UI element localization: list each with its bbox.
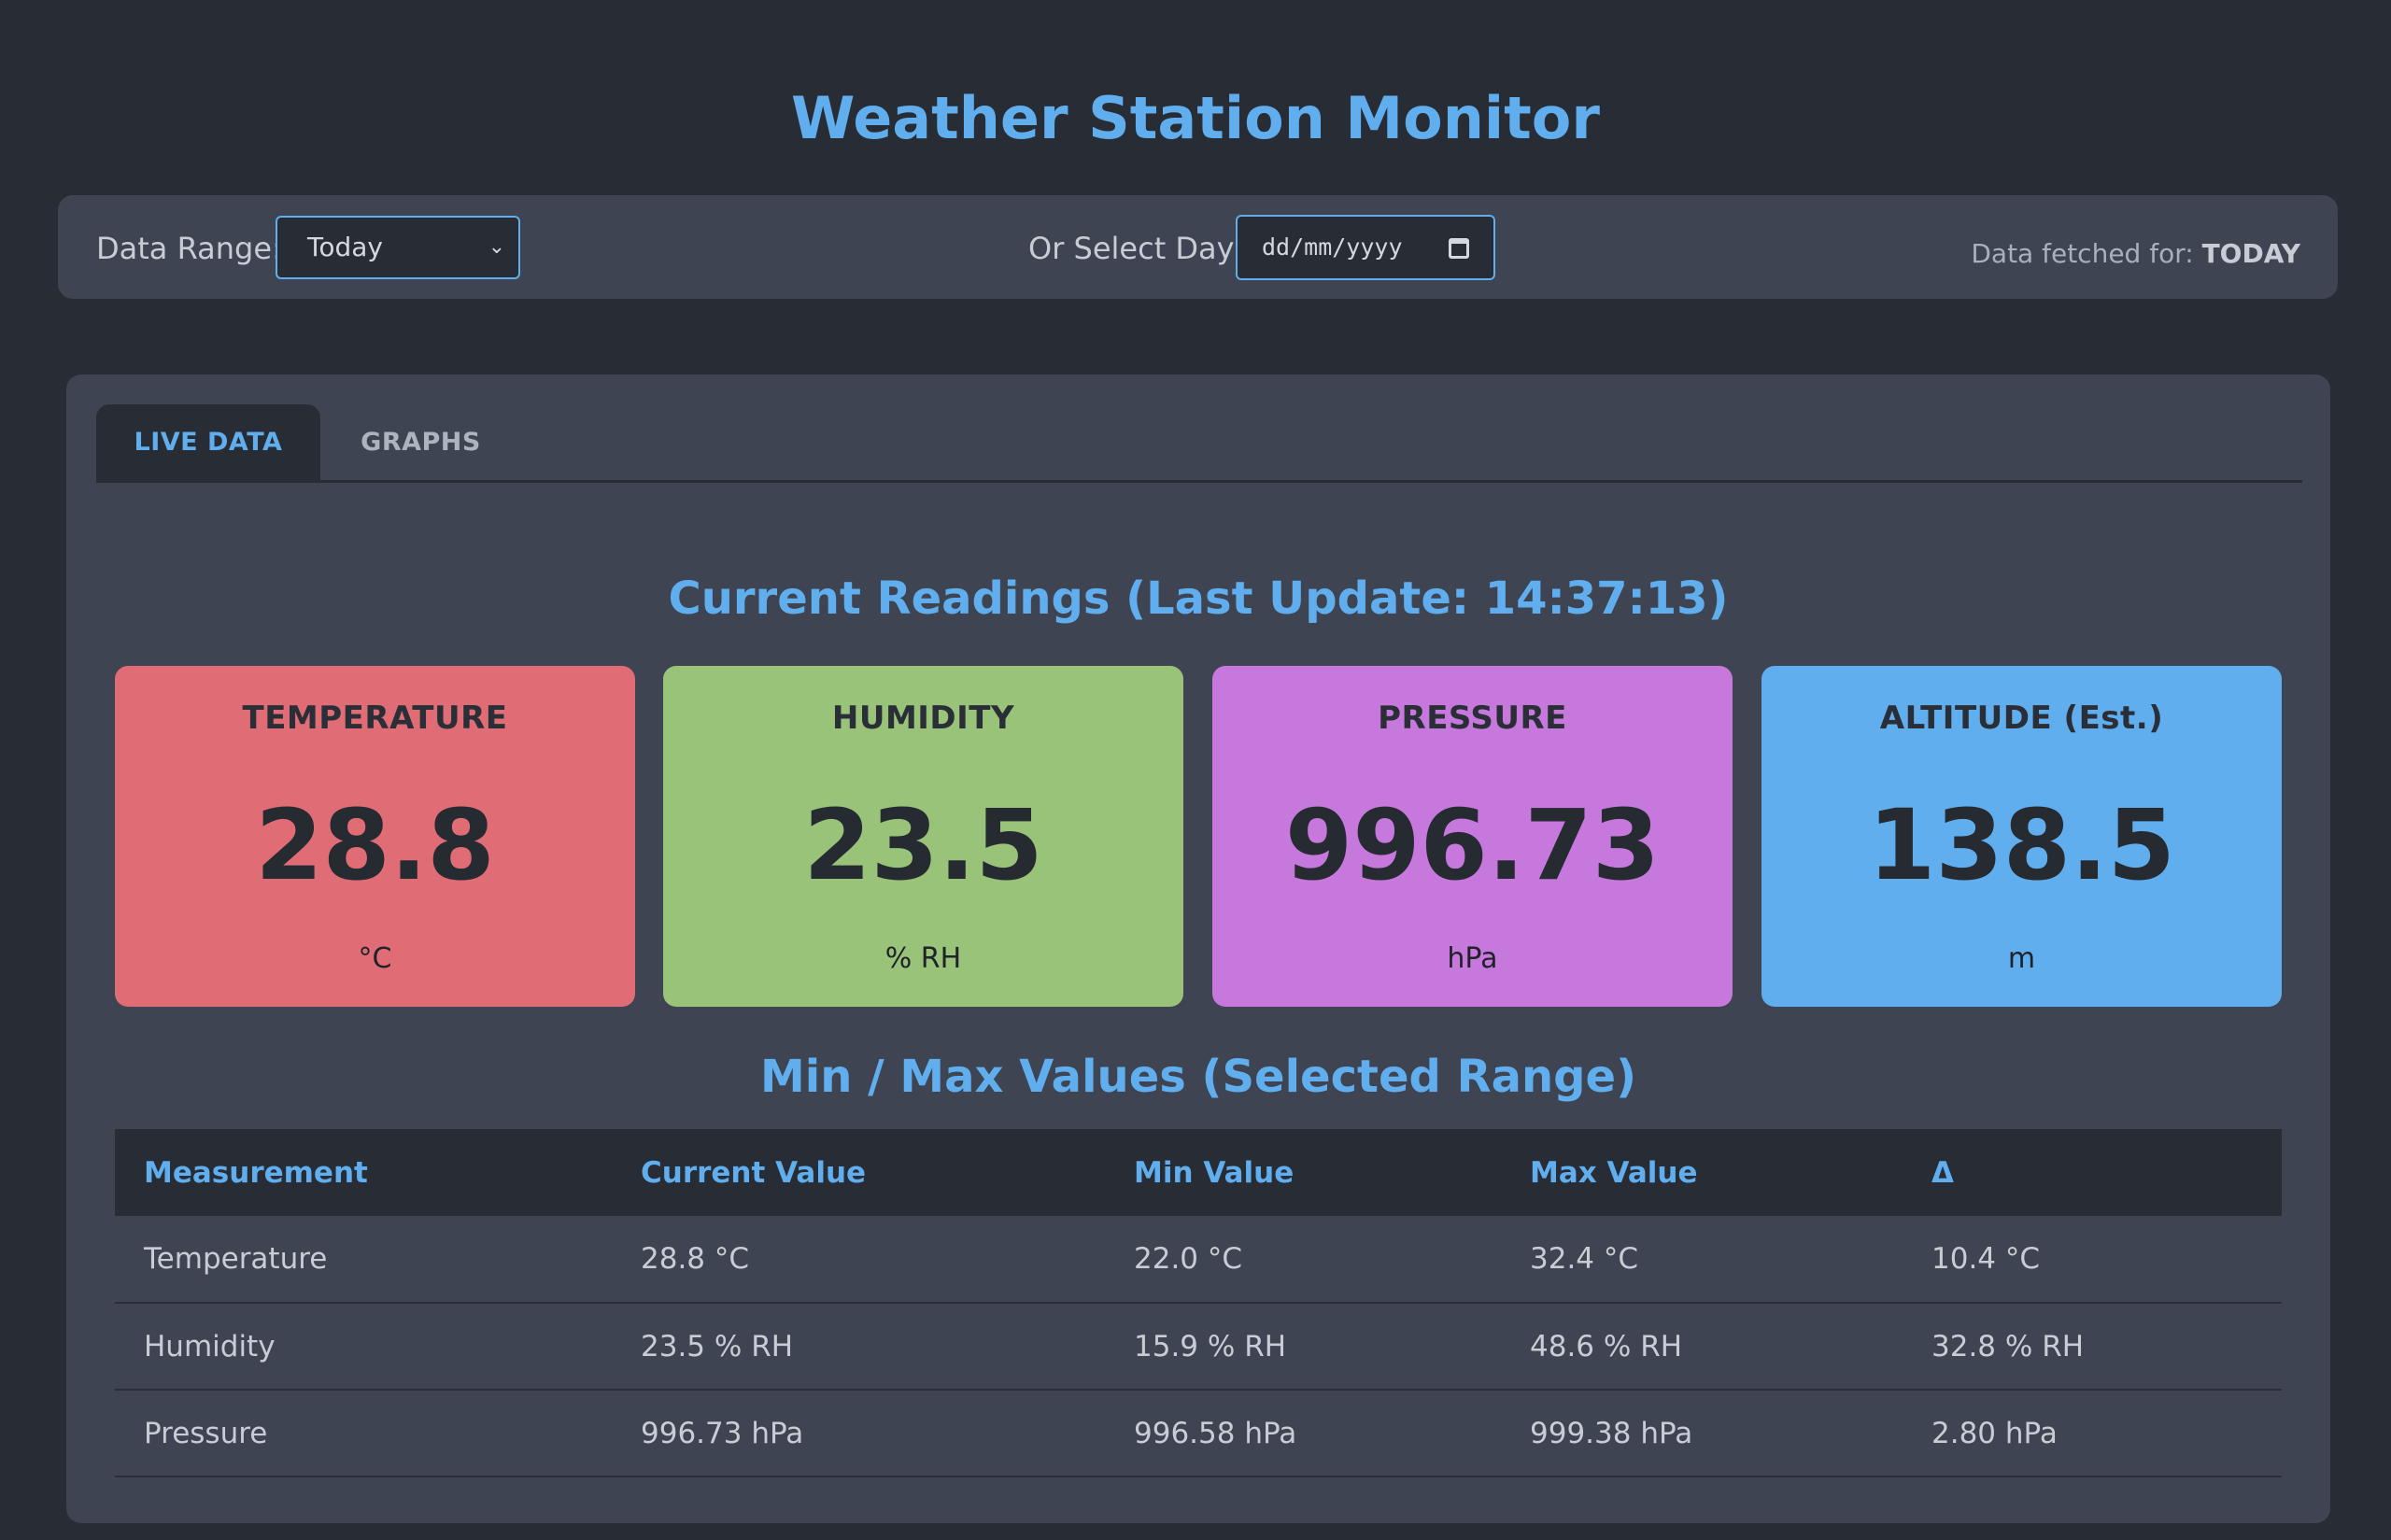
tab-live-data[interactable]: LIVE DATA xyxy=(96,404,320,480)
table-cell: Pressure xyxy=(115,1390,612,1477)
table-header-row: Measurement Current Value Min Value Max … xyxy=(115,1129,2282,1216)
altitude-card: ALTITUDE (Est.) 138.5 m xyxy=(1761,666,2282,1007)
data-range-selected-value: Today xyxy=(307,232,383,262)
pressure-card: PRESSURE 996.73 hPa xyxy=(1212,666,1733,1007)
table-row: Humidity 23.5 % RH 15.9 % RH 48.6 % RH 3… xyxy=(115,1303,2282,1391)
date-input-placeholder: dd/mm/yyyy xyxy=(1262,233,1403,261)
table-cell: 48.6 % RH xyxy=(1501,1303,1903,1391)
data-fetched-label: Data fetched for: xyxy=(1971,238,2194,269)
card-unit: m xyxy=(2007,942,2036,975)
card-title: ALTITUDE (Est.) xyxy=(1879,699,2164,737)
column-header: Current Value xyxy=(612,1129,1105,1216)
controls-bar: Data Range: Today ⌄ Or Select Day: dd/mm… xyxy=(58,195,2338,299)
card-value: 996.73 xyxy=(1284,788,1661,902)
main-panel: LIVE DATA GRAPHS Current Readings (Last … xyxy=(66,374,2330,1523)
column-header: Δ xyxy=(1903,1129,2282,1216)
chevron-down-icon: ⌄ xyxy=(488,235,505,259)
table-cell: 999.38 hPa xyxy=(1501,1390,1903,1477)
tab-bar: LIVE DATA GRAPHS xyxy=(96,404,2302,483)
column-header: Min Value xyxy=(1105,1129,1501,1216)
data-range-label: Data Range: xyxy=(96,231,282,266)
table-cell: 15.9 % RH xyxy=(1105,1303,1501,1391)
table-cell: 996.58 hPa xyxy=(1105,1390,1501,1477)
calendar-icon[interactable] xyxy=(1449,238,1469,259)
card-unit: °C xyxy=(358,942,392,975)
table-row: Pressure 996.73 hPa 996.58 hPa 999.38 hP… xyxy=(115,1390,2282,1477)
table-row: Temperature 28.8 °C 22.0 °C 32.4 °C 10.4… xyxy=(115,1216,2282,1304)
minmax-heading: Min / Max Values (Selected Range) xyxy=(759,1051,1636,1103)
data-fetched-value: TODAY xyxy=(2201,238,2300,269)
temperature-card: TEMPERATURE 28.8 °C xyxy=(115,666,635,1007)
date-input[interactable]: dd/mm/yyyy xyxy=(1236,215,1495,280)
data-range-select[interactable]: Today ⌄ xyxy=(276,216,520,279)
current-readings-heading: Current Readings (Last Update: 14:37:13) xyxy=(668,572,1729,625)
table-cell: 10.4 °C xyxy=(1903,1216,2282,1304)
table-cell: 22.0 °C xyxy=(1105,1216,1501,1304)
page-title: Weather Station Monitor xyxy=(791,84,1600,152)
card-unit: hPa xyxy=(1447,942,1498,975)
card-title: TEMPERATURE xyxy=(242,699,508,737)
column-header: Max Value xyxy=(1501,1129,1903,1216)
card-title: PRESSURE xyxy=(1378,699,1567,737)
table-cell: 2.80 hPa xyxy=(1903,1390,2282,1477)
select-day-label: Or Select Day: xyxy=(1028,231,1243,266)
card-value: 28.8 xyxy=(255,788,495,902)
table-cell: 996.73 hPa xyxy=(612,1390,1105,1477)
card-unit: % RH xyxy=(884,942,962,975)
column-header: Measurement xyxy=(115,1129,612,1216)
card-title: HUMIDITY xyxy=(831,699,1015,737)
table-cell: 32.8 % RH xyxy=(1903,1303,2282,1391)
table-cell: Temperature xyxy=(115,1216,612,1304)
card-value: 138.5 xyxy=(1868,788,2175,902)
tab-graphs[interactable]: GRAPHS xyxy=(361,428,481,457)
minmax-table: Measurement Current Value Min Value Max … xyxy=(115,1129,2282,1477)
table-cell: 32.4 °C xyxy=(1501,1216,1903,1304)
table-cell: 23.5 % RH xyxy=(612,1303,1105,1391)
card-value: 23.5 xyxy=(803,788,1043,902)
humidity-card: HUMIDITY 23.5 % RH xyxy=(663,666,1183,1007)
data-fetched-status: Data fetched for: TODAY xyxy=(1971,238,2300,269)
table-cell: Humidity xyxy=(115,1303,612,1391)
table-cell: 28.8 °C xyxy=(612,1216,1105,1304)
